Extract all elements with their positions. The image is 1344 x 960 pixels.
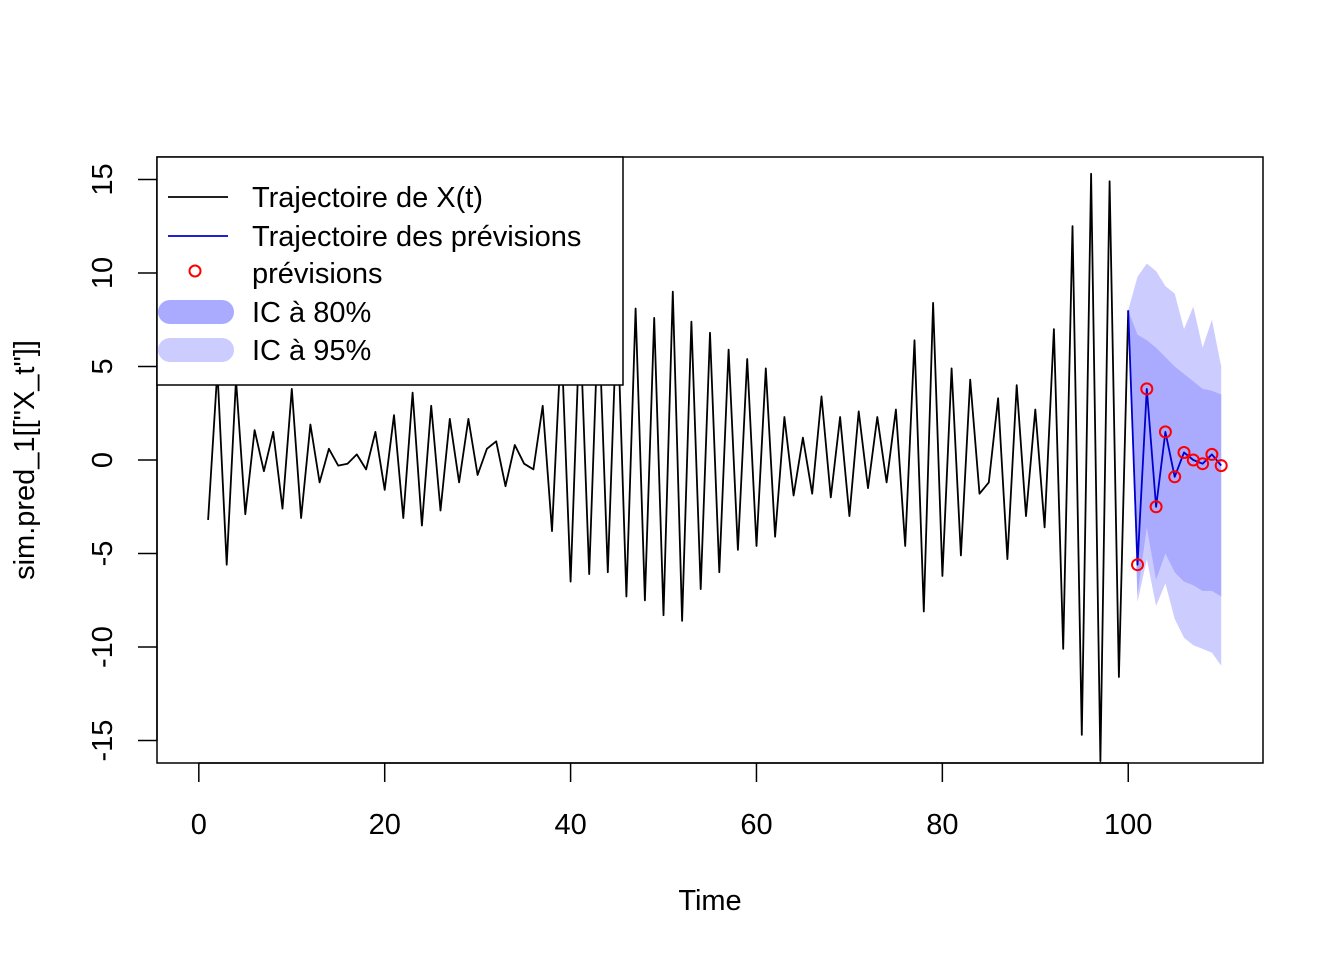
y-tick-label: -15	[87, 720, 119, 762]
x-tick-label: 0	[191, 809, 207, 841]
legend-label: Trajectoire des prévisions	[252, 221, 581, 253]
forecast-point	[1196, 457, 1210, 471]
legend: Trajectoire de X(t) Trajectoire des prévi…	[156, 156, 624, 386]
x-axis: 0 20 40 60 80 100	[191, 762, 1152, 841]
series-lines	[207, 172, 1222, 762]
x-tick-label: 40	[554, 809, 586, 841]
forecast-points	[1131, 382, 1228, 572]
y-tick-label: 15	[87, 163, 119, 195]
forecast-point	[1131, 558, 1144, 572]
y-axis-label: sim.pred_1[["X_t"]]	[9, 340, 41, 580]
x-tick-label: 20	[369, 809, 401, 841]
forecast-point	[1158, 425, 1172, 439]
y-axis: -15 -10 -5 0 5 10 15	[87, 163, 158, 762]
x-tick-label: 80	[926, 809, 958, 841]
forecast-point	[1140, 382, 1154, 396]
forecast-point	[1214, 459, 1228, 473]
forecast-point	[1168, 470, 1182, 484]
legend-label: IC à 80%	[252, 297, 371, 329]
forecast-point	[1149, 500, 1163, 514]
y-tick-label: 10	[87, 257, 119, 289]
series-line-forecast	[1127, 310, 1222, 566]
legend-label: Trajectoire de X(t)	[252, 182, 483, 214]
forecast-point	[1205, 447, 1219, 461]
legend-label: IC à 95%	[252, 335, 371, 367]
y-tick-label: -5	[87, 541, 119, 567]
x-tick-label: 100	[1104, 809, 1152, 841]
legend-box	[156, 156, 624, 386]
confidence-bands	[1128, 263, 1222, 666]
band-ic80	[1128, 310, 1222, 597]
y-tick-label: 0	[87, 452, 119, 468]
forecast-point	[1177, 446, 1191, 459]
x-tick-label: 60	[740, 809, 772, 841]
legend-swatch-point	[188, 264, 202, 278]
series-line-observed	[207, 172, 1130, 762]
y-tick-label: 5	[87, 358, 119, 374]
x-axis-label: Time	[678, 885, 741, 917]
y-tick-label: -10	[87, 626, 119, 668]
legend-label: prévisions	[252, 258, 383, 290]
